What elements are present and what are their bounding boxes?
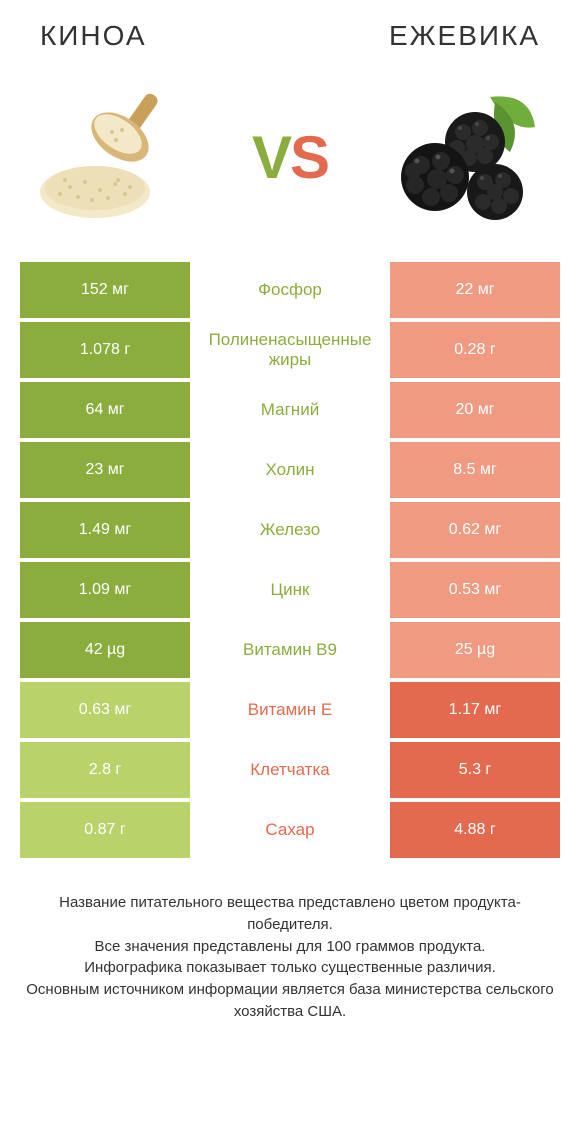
nutrient-label: Фосфор	[190, 262, 390, 318]
left-value: 0.63 мг	[20, 682, 190, 738]
quinoa-image	[30, 72, 200, 242]
comparison-table: 152 мгФосфор22 мг1.078 гПолиненасыщенные…	[0, 262, 580, 858]
table-row: 64 мгМагний20 мг	[20, 382, 560, 438]
table-row: 0.87 гСахар4.88 г	[20, 802, 560, 858]
nutrient-label: Сахар	[190, 802, 390, 858]
nutrient-label: Витамин B9	[190, 622, 390, 678]
blackberry-image	[380, 72, 550, 242]
right-value: 0.62 мг	[390, 502, 560, 558]
images-row: VS	[0, 62, 580, 262]
right-value: 20 мг	[390, 382, 560, 438]
table-row: 1.078 гПолиненасыщенные жиры0.28 г	[20, 322, 560, 378]
right-title: ЕЖЕВИКА	[389, 20, 540, 52]
left-value: 0.87 г	[20, 802, 190, 858]
footer-line-3: Инфографика показывает только существенн…	[25, 957, 555, 979]
nutrient-label: Цинк	[190, 562, 390, 618]
vs-label: VS	[252, 123, 328, 192]
left-value: 64 мг	[20, 382, 190, 438]
right-value: 8.5 мг	[390, 442, 560, 498]
table-row: 0.63 мгВитамин E1.17 мг	[20, 682, 560, 738]
left-value: 1.49 мг	[20, 502, 190, 558]
left-value: 42 µg	[20, 622, 190, 678]
table-row: 1.09 мгЦинк0.53 мг	[20, 562, 560, 618]
right-value: 0.53 мг	[390, 562, 560, 618]
footer-line-4: Основным источником информации является …	[25, 979, 555, 1023]
left-value: 1.078 г	[20, 322, 190, 378]
left-value: 152 мг	[20, 262, 190, 318]
right-value: 22 мг	[390, 262, 560, 318]
nutrient-label: Витамин E	[190, 682, 390, 738]
left-value: 1.09 мг	[20, 562, 190, 618]
quinoa-icon	[30, 72, 200, 242]
nutrient-label: Холин	[190, 442, 390, 498]
nutrient-label: Магний	[190, 382, 390, 438]
right-value: 5.3 г	[390, 742, 560, 798]
nutrient-label: Железо	[190, 502, 390, 558]
nutrient-label: Клетчатка	[190, 742, 390, 798]
table-row: 42 µgВитамин B925 µg	[20, 622, 560, 678]
table-row: 1.49 мгЖелезо0.62 мг	[20, 502, 560, 558]
table-row: 2.8 гКлетчатка5.3 г	[20, 742, 560, 798]
nutrient-label: Полиненасыщенные жиры	[190, 322, 390, 378]
right-value: 4.88 г	[390, 802, 560, 858]
footer-line-2: Все значения представлены для 100 граммо…	[25, 936, 555, 958]
right-value: 0.28 г	[390, 322, 560, 378]
footer-notes: Название питательного вещества представл…	[0, 862, 580, 1023]
table-row: 152 мгФосфор22 мг	[20, 262, 560, 318]
left-title: КИНОА	[40, 20, 147, 52]
left-value: 23 мг	[20, 442, 190, 498]
right-value: 25 µg	[390, 622, 560, 678]
table-row: 23 мгХолин8.5 мг	[20, 442, 560, 498]
left-value: 2.8 г	[20, 742, 190, 798]
blackberry-icon	[380, 72, 550, 242]
vs-v: V	[252, 124, 290, 191]
right-value: 1.17 мг	[390, 682, 560, 738]
vs-s: S	[290, 124, 328, 191]
footer-line-1: Название питательного вещества представл…	[25, 892, 555, 936]
